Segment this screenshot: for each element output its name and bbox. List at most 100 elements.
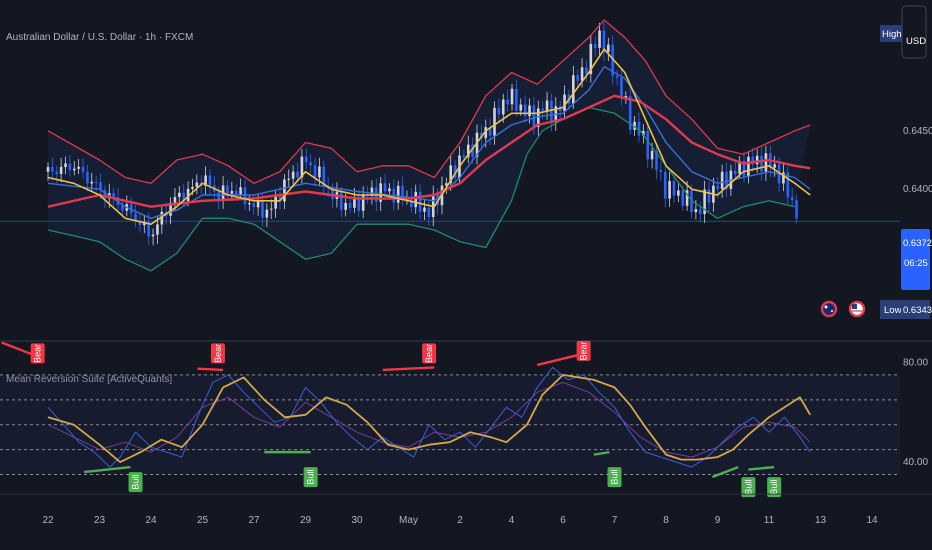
candle-body [663, 171, 667, 199]
currency-box[interactable] [901, 5, 927, 59]
candle-body [344, 203, 347, 210]
candle-body [230, 191, 234, 194]
candle [77, 159, 80, 175]
candle [64, 156, 67, 175]
candle-body [484, 127, 488, 139]
candle-body [707, 189, 711, 203]
candle-body [151, 234, 155, 237]
price-badge-value: 0.63724 [903, 238, 932, 249]
candle [234, 184, 238, 201]
candle [751, 147, 755, 172]
candle-body [191, 186, 194, 189]
candle-body [681, 190, 685, 206]
time-tick-label: 27 [248, 515, 260, 526]
candle [269, 199, 273, 219]
candle [620, 68, 623, 105]
candle-body [668, 181, 671, 199]
time-axis[interactable]: 22 23 24 25 27 29 30 May 2 4 6 7 8 9 11 13 14 [42, 515, 878, 526]
candle [501, 93, 505, 123]
candle-body [466, 144, 470, 158]
candle [418, 183, 422, 220]
candle-body [195, 182, 199, 187]
candle-body [68, 163, 72, 171]
bear-label-text: Bear [33, 344, 43, 363]
candle [178, 186, 181, 204]
candle [576, 69, 579, 87]
candle [138, 212, 142, 233]
candle-body [453, 165, 457, 178]
currency-label: USD [906, 36, 926, 47]
candle [396, 180, 400, 210]
price-scale[interactable]: USD High 0.63724 06:25 Low 0.63434 0.645… [820, 5, 932, 468]
candle [353, 187, 356, 213]
candle-body [436, 194, 439, 206]
candle-body [388, 188, 391, 192]
candle-body [607, 44, 610, 52]
candle-body [143, 221, 146, 226]
candle [532, 97, 536, 136]
candle [497, 98, 501, 124]
candle-body [121, 205, 124, 211]
candle [300, 149, 304, 184]
candle [672, 175, 676, 204]
candle-body [624, 96, 628, 99]
price-pane[interactable]: Australian Dollar / U.S. Dollar · 1h · F… [0, 19, 900, 272]
candle-body [361, 194, 365, 211]
candle [357, 189, 361, 217]
candle-body [94, 181, 98, 183]
candle [291, 165, 295, 185]
bear-label-box [576, 340, 591, 361]
candle-body [379, 183, 382, 202]
candle [659, 161, 663, 182]
candle-body [90, 181, 94, 184]
candle [646, 122, 650, 168]
oscillator-pane[interactable]: Mean Reversion Suite [ActiveQuants] Bear… [0, 340, 900, 498]
candle-body [269, 208, 273, 210]
bull-label-box [128, 472, 143, 493]
bear-signal: Bear [382, 343, 437, 372]
candle-body [703, 189, 706, 215]
candle-body [217, 191, 221, 201]
candle [782, 163, 785, 192]
candle-body [226, 185, 229, 194]
candle-body [493, 107, 496, 136]
candle-body [471, 144, 474, 157]
candle [230, 181, 234, 201]
candle [475, 124, 479, 165]
candle-body [370, 187, 374, 196]
candle-body [650, 150, 654, 160]
candle [309, 154, 312, 174]
candle-body [637, 121, 641, 136]
australia-flag-icon[interactable] [820, 300, 838, 318]
candle [134, 205, 137, 228]
candle-body [64, 163, 67, 167]
candle [764, 145, 768, 181]
candle-body [620, 77, 623, 99]
high-label: High [882, 29, 902, 40]
bear-signal: Bear [1, 341, 45, 364]
osc-fast-line [47, 366, 811, 468]
candle [786, 166, 790, 205]
candle-body [589, 43, 593, 75]
candle [68, 154, 72, 177]
candle [112, 187, 115, 206]
candle-body [147, 221, 150, 237]
candle-body [81, 166, 85, 172]
candle-body [77, 166, 80, 169]
osc-slow-line [47, 374, 811, 463]
candle-body [593, 43, 597, 48]
mid-ma-line [47, 66, 811, 219]
candle [589, 35, 593, 83]
candle [51, 157, 54, 181]
bull-signal: Bull [264, 450, 318, 488]
candle-body [287, 178, 291, 180]
time-tick-label: 30 [351, 515, 363, 526]
candle-body [186, 188, 190, 202]
candle-body [182, 192, 186, 202]
candle [655, 142, 658, 180]
us-flag-icon[interactable] [848, 300, 866, 318]
bear-label-text: Bear [424, 344, 434, 363]
time-tick-label: 25 [197, 515, 209, 526]
candle [147, 212, 150, 245]
candle-body [760, 155, 763, 172]
